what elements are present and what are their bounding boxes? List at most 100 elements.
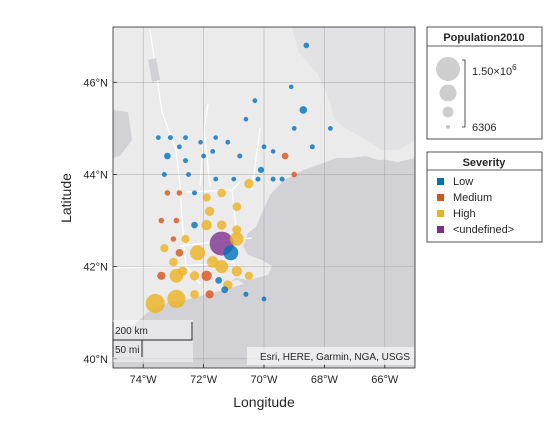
x-tick-label: 68°W: [311, 374, 339, 386]
bubble-point: [257, 166, 265, 173]
y-tick-label: 40°N: [83, 354, 108, 366]
bubble-point: [237, 153, 243, 159]
bubble-point: [210, 149, 216, 154]
attribution-background: [247, 347, 414, 365]
size-legend-bracket: [462, 59, 466, 128]
size-legend[interactable]: Population2010 1.50×106 6306: [426, 26, 543, 140]
bubble-point: [177, 266, 188, 276]
bubble-point: [217, 220, 227, 230]
color-legend[interactable]: Severity Low Medium High <undefined>: [426, 151, 543, 243]
y-ticks: 40°N 42°N 44°N 46°N: [83, 77, 117, 366]
bubble-point: [186, 172, 191, 177]
bubble-point: [205, 290, 214, 299]
attribution: Esri, HERE, Garmin, NGA, USGS: [247, 347, 414, 365]
bubble-point: [231, 176, 237, 182]
bubble-point: [201, 219, 212, 231]
attribution-text: Esri, HERE, Garmin, NGA, USGS: [260, 352, 410, 363]
bubble-point: [189, 271, 200, 281]
bubble-point: [175, 249, 184, 257]
bubble-point: [232, 225, 242, 235]
bubble-point: [291, 171, 298, 178]
size-legend-title: Population2010: [443, 32, 524, 44]
bubble-point: [231, 266, 242, 277]
color-legend-box: [426, 151, 543, 243]
bubble-point: [223, 245, 239, 261]
lakes: [113, 58, 160, 158]
color-legend-label: Low: [453, 176, 473, 188]
bubble-point: [207, 256, 219, 268]
bubble-point: [204, 206, 215, 216]
bubble-point: [183, 158, 188, 164]
scalebar-lines: [112, 322, 193, 357]
bubble-point: [201, 153, 207, 159]
x-tick-label: 70°W: [250, 374, 278, 386]
bubble-point: [157, 271, 166, 280]
bubble-point: [303, 42, 310, 49]
color-legend-swatch: [437, 194, 444, 201]
bubble-point: [225, 139, 231, 145]
x-tick-label: 74°W: [130, 374, 158, 386]
color-legend-swatch: [437, 178, 444, 185]
bubble-point: [244, 271, 253, 280]
size-legend-max-label: 1.50×106: [472, 63, 517, 78]
size-legend-bubble-medium: [439, 84, 457, 102]
bubble-point: [145, 293, 165, 314]
y-axis-label: Latitude: [58, 173, 74, 223]
bubble-point: [255, 176, 261, 182]
size-legend-bubble-large: [436, 57, 460, 81]
bubble-point: [198, 139, 203, 145]
bubble-point: [213, 135, 218, 140]
y-tick-label: 44°N: [83, 169, 108, 181]
scalebar-km-label: 200 km: [115, 326, 148, 337]
bubble-point: [167, 135, 173, 141]
bubble-point: [170, 236, 177, 242]
scalebar-mi-label: 50 mi: [115, 345, 139, 356]
bubble-point: [173, 217, 180, 224]
bubble-point: [261, 144, 267, 150]
y-tick-label: 46°N: [83, 77, 108, 89]
bubble-point: [169, 257, 178, 267]
x-axis-label: Longitude: [233, 394, 295, 410]
bubble-point: [191, 221, 198, 229]
bubble-point: [202, 193, 211, 202]
color-legend-title: Severity: [463, 157, 507, 169]
size-legend-min-label: 6306: [472, 122, 496, 134]
bubble-point: [190, 245, 206, 261]
y-tick-label: 42°N: [83, 262, 108, 274]
color-legend-label: High: [453, 208, 476, 220]
bubble-point: [232, 202, 242, 211]
bubble-point: [217, 188, 226, 198]
bubble-point: [158, 217, 165, 224]
x-tick-label: 66°W: [371, 374, 399, 386]
bubble-point: [181, 234, 190, 244]
bubble-point: [221, 286, 229, 294]
bubble-point: [192, 190, 197, 196]
bubble-point: [270, 149, 276, 154]
size-legend-bubble-small: [442, 106, 454, 118]
bubble-point: [243, 116, 249, 122]
bubble-point: [299, 106, 308, 114]
bubble-point: [201, 270, 212, 281]
bubble-point: [161, 172, 167, 177]
color-legend-swatch: [437, 226, 444, 233]
bubble-point: [213, 176, 219, 182]
land-mass-canada: [113, 27, 415, 150]
land-mass-east: [366, 140, 415, 162]
bubble-point: [281, 152, 289, 160]
bubble-point: [215, 277, 223, 284]
bubble-point: [230, 232, 244, 246]
bubble-point: [164, 190, 171, 196]
color-legend-entries: Low Medium High <undefined>: [437, 176, 514, 236]
bubble-point: [177, 144, 182, 150]
bubble-point: [244, 179, 254, 189]
bubble-point: [279, 176, 285, 182]
bubble-point: [164, 152, 171, 160]
bubble-point: [160, 244, 169, 253]
bubble-point: [167, 289, 186, 308]
bubble-point: [215, 260, 229, 274]
bubble-point: [291, 125, 297, 131]
color-legend-swatch: [437, 210, 444, 217]
color-legend-label: <undefined>: [453, 224, 514, 236]
